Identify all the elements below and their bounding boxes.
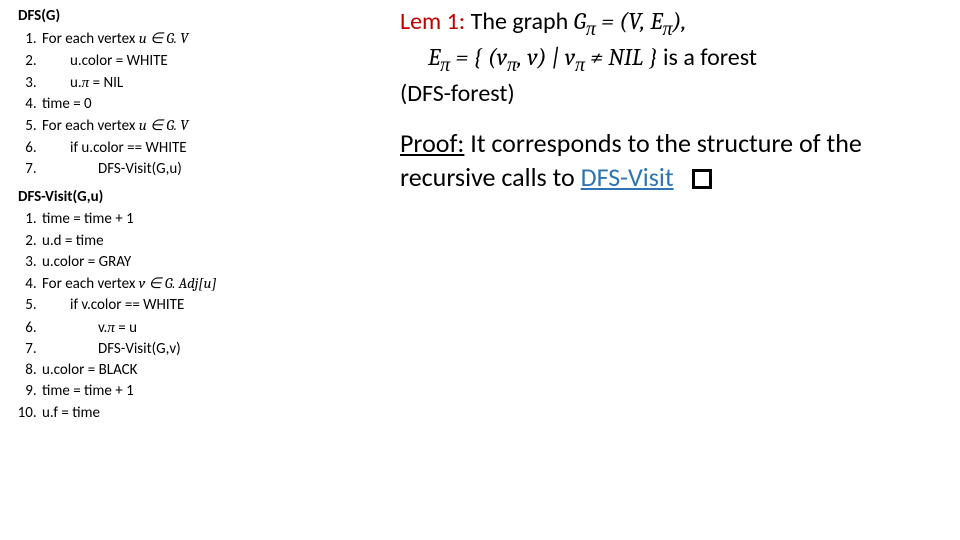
left-column: DFS(G) For each vertex u ∈ G. V u.color … xyxy=(18,6,398,431)
text: time = 0 xyxy=(42,95,92,113)
proof-block: Proof: It corresponds to the structure o… xyxy=(400,127,940,195)
m: ≠ NIL } xyxy=(585,43,658,71)
dfsv-line: v.π = u xyxy=(40,317,398,338)
dfs-line: if u.color == WHITE xyxy=(40,138,398,158)
dfs-line: u.π = NIL xyxy=(40,72,398,93)
math: v ∈ G. Adj[u] xyxy=(139,274,217,292)
sub-pi: π xyxy=(507,53,517,76)
t: u. xyxy=(70,74,82,92)
text: For each vertex xyxy=(42,275,139,293)
m: , v) | v xyxy=(517,43,575,71)
text: u.color = GRAY xyxy=(42,253,131,271)
text: u.π = NIL xyxy=(42,72,123,93)
text: For each vertex xyxy=(42,117,139,135)
lemma-label: Lem 1: xyxy=(400,7,465,36)
qed-icon xyxy=(692,169,712,189)
indent: Eπ = { (vπ, v) | vπ ≠ NIL } is a forest xyxy=(400,43,757,72)
dfs-line: time = 0 xyxy=(40,94,398,114)
dfsv-line: u.d = time xyxy=(40,231,398,251)
t: = u xyxy=(115,319,137,337)
sub-pi: π xyxy=(575,53,585,76)
sub-pi: π xyxy=(662,17,672,40)
text: u.color = BLACK xyxy=(42,361,137,379)
dfs-visit-link: DFS-Visit xyxy=(581,161,674,193)
m: = (V, E xyxy=(596,7,663,35)
t: The graph xyxy=(465,7,573,36)
lemma-statement: Lem 1: The graph Gπ = (V, Eπ), Eπ = { (v… xyxy=(400,6,940,109)
text: DFS-Visit(G,u) xyxy=(42,159,182,179)
dfsv-line: u.f = time xyxy=(40,403,398,423)
m: ), xyxy=(673,7,687,35)
text: v.π = u xyxy=(42,317,137,338)
dfsv-line: u.color = BLACK xyxy=(40,360,398,380)
math: u ∈ G. V xyxy=(139,116,189,134)
m: = { (v xyxy=(450,43,507,71)
dfsv-line: u.color = GRAY xyxy=(40,252,398,272)
dfsv-line: if v.color == WHITE xyxy=(40,295,398,315)
proof-label: Proof: xyxy=(400,127,464,159)
dfsv-line: For each vertex v ∈ G. Adj[u] xyxy=(40,273,398,294)
text: For each vertex xyxy=(42,30,139,48)
text: u.color = WHITE xyxy=(42,51,168,71)
t: is a forest xyxy=(658,43,757,72)
text: u.d = time xyxy=(42,232,104,250)
text: time = time + 1 xyxy=(42,382,134,400)
dfs-line: For each vertex u ∈ G. V xyxy=(40,115,398,136)
pi: π xyxy=(107,318,115,336)
text: if u.color == WHITE xyxy=(42,138,187,158)
m: E xyxy=(428,43,440,71)
dfs-line: DFS-Visit(G,u) xyxy=(40,159,398,179)
dfsv-line: time = time + 1 xyxy=(40,381,398,401)
math: u ∈ G. V xyxy=(139,29,189,47)
sub-pi: π xyxy=(440,53,450,76)
right-column: Lem 1: The graph Gπ = (V, Eπ), Eπ = { (v… xyxy=(400,6,940,194)
t: = NIL xyxy=(89,74,123,92)
text: if v.color == WHITE xyxy=(42,295,184,315)
sub-pi: π xyxy=(586,17,596,40)
dfsv-line: DFS-Visit(G,v) xyxy=(40,339,398,359)
dfsv-line: time = time + 1 xyxy=(40,209,398,229)
lemma-line3: (DFS-forest) xyxy=(400,79,515,108)
dfs-visit-title: DFS-Visit(G,u) xyxy=(18,187,398,207)
dfs-title: DFS(G) xyxy=(18,6,398,26)
dfs-visit-steps: time = time + 1 u.d = time u.color = GRA… xyxy=(18,209,398,423)
dfs-steps: For each vertex u ∈ G. V u.color = WHITE… xyxy=(18,28,398,179)
t: v. xyxy=(98,319,107,337)
text: u.f = time xyxy=(42,404,100,422)
dfs-line: u.color = WHITE xyxy=(40,51,398,71)
text: time = time + 1 xyxy=(42,210,134,228)
dfs-line: For each vertex u ∈ G. V xyxy=(40,28,398,49)
text: DFS-Visit(G,v) xyxy=(42,339,181,359)
m: G xyxy=(574,7,586,35)
